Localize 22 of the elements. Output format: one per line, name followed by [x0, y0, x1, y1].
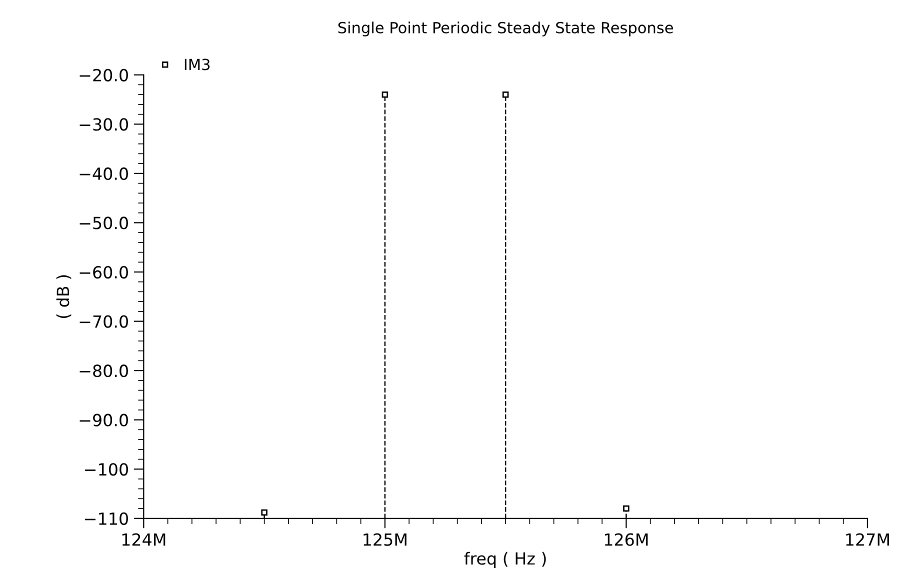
point [502, 91, 509, 98]
point [382, 91, 388, 98]
y-tick-label: −110 [85, 512, 128, 525]
x-tick-label: 126M [604, 533, 648, 546]
x-tick-label: 127M [846, 533, 889, 546]
y-tick-label: −60.0 [80, 266, 128, 279]
legend-label: IM3 [184, 58, 210, 70]
y-tick-label: −20.0 [80, 68, 128, 82]
y-tick-label: −70.0 [80, 315, 128, 328]
point [623, 505, 630, 512]
y-tick-label: −40.0 [80, 167, 128, 180]
y-tick-label: −90.0 [80, 414, 128, 426]
y-axis-title: ( dB ) [56, 275, 72, 318]
chart-title: Single Point Periodic Steady State Response [338, 22, 673, 36]
x-axis-title: freq ( Hz ) [464, 552, 546, 568]
point [261, 509, 268, 516]
y-tick-label: −100 [85, 463, 128, 476]
x-tick-label: 124M [122, 533, 166, 546]
y-tick-label: −80.0 [80, 364, 128, 378]
y-tick-label: −30.0 [80, 118, 128, 131]
x-tick-label: 125M [364, 533, 406, 546]
y-tick-label: −50.0 [80, 216, 128, 230]
